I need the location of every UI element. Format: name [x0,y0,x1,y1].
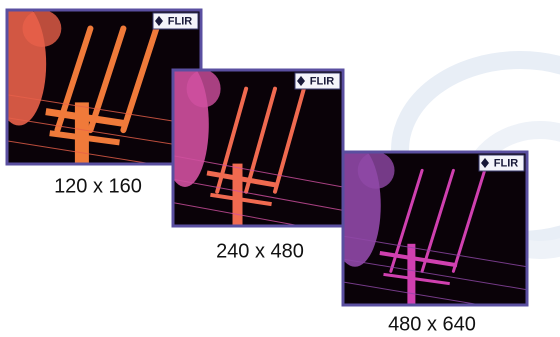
logo-text: FLIR [310,75,334,87]
logo-text: FLIR [494,157,518,169]
thermal-image: FLIR [0,2,201,171]
resolution-caption: 480 x 640 [388,313,476,335]
resolution-caption: 240 x 480 [216,240,304,262]
logo-text: FLIR [168,15,192,27]
thermal-image: FLIR [329,144,527,312]
resolution-caption: 120 x 160 [54,175,142,197]
composite: FLIR 120 x 160 FLIR 240 x 480 FLIR 480 x 640 [0,0,560,337]
foliage [23,10,62,47]
foliage [187,70,221,107]
foliage [358,152,395,189]
page: FLIR120 x 160FLIR240 x 480FLIR480 x 640 … [0,0,560,337]
thermal-image: FLIR [161,62,343,234]
